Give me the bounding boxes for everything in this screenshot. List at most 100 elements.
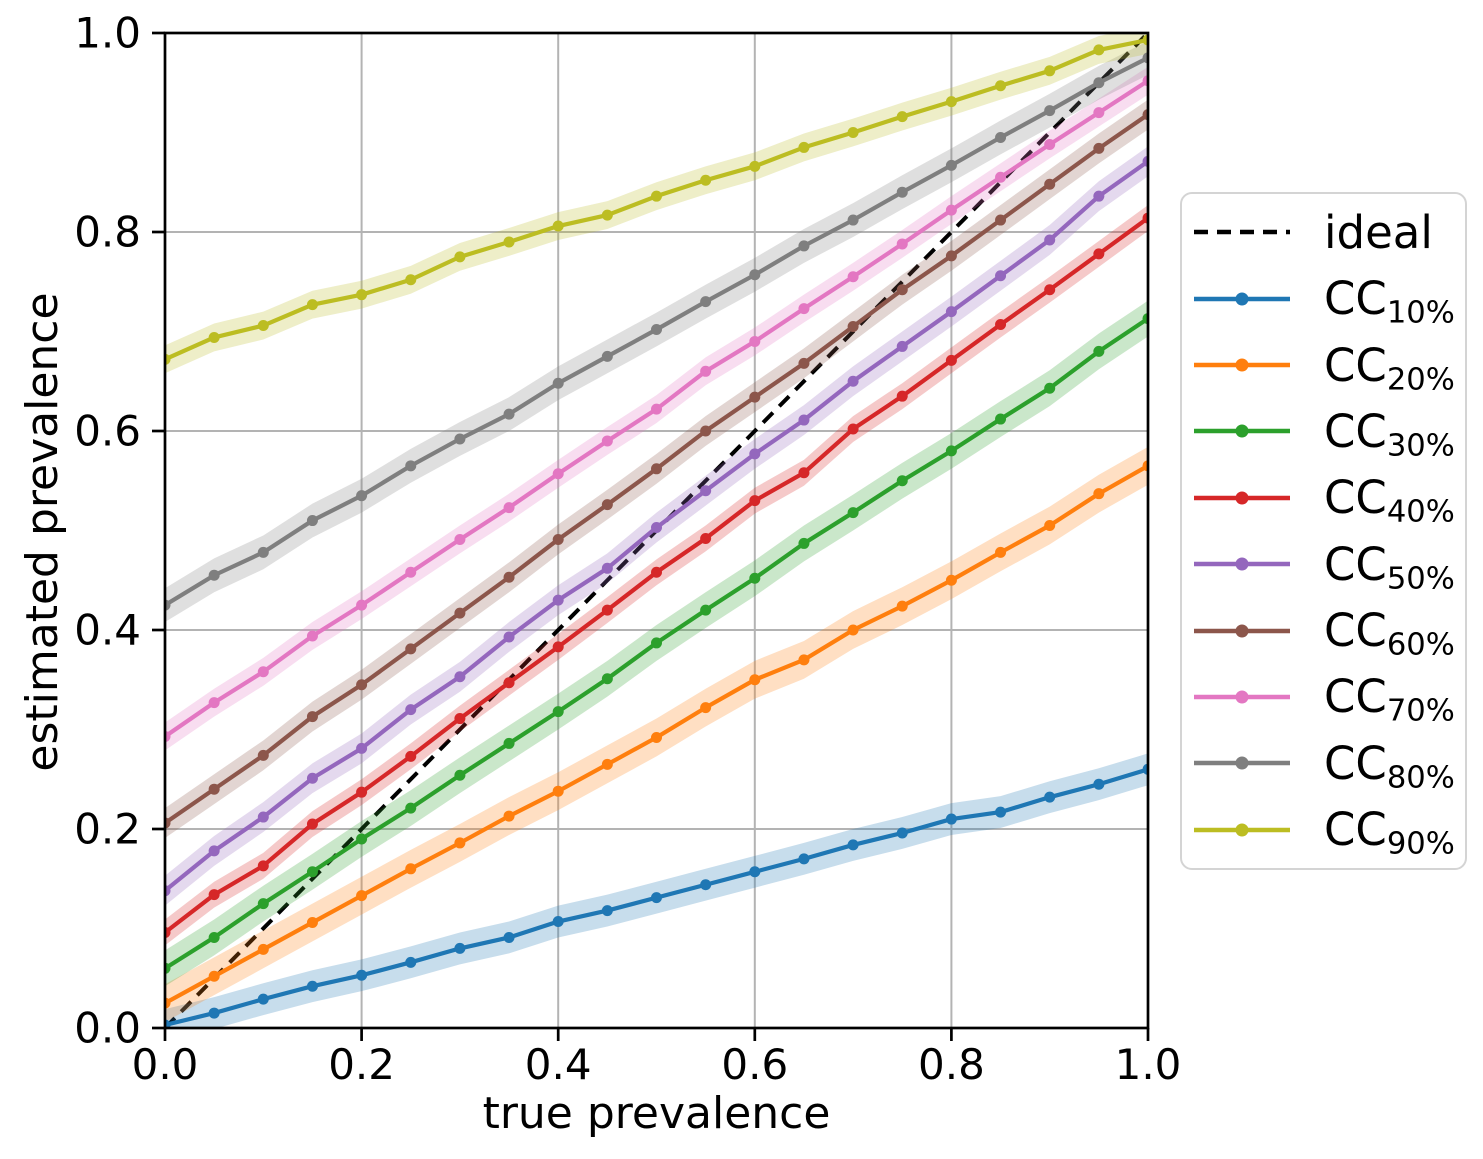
legend-handle-cc40 (1194, 491, 1290, 505)
marker-cc80 (896, 186, 908, 198)
marker-cc30 (257, 898, 269, 910)
marker-cc50 (306, 772, 318, 784)
marker-cc20 (945, 574, 957, 586)
marker-cc50 (552, 594, 564, 606)
marker-cc80 (749, 269, 761, 281)
marker-cc20 (257, 943, 269, 955)
marker-cc30 (552, 706, 564, 718)
marker-cc90 (503, 236, 515, 248)
marker-cc90 (356, 289, 368, 301)
marker-cc80 (945, 159, 957, 171)
marker-cc30 (847, 507, 859, 519)
marker-cc70 (700, 365, 712, 377)
marker-cc40 (454, 713, 466, 725)
series-cc90 (165, 34, 1148, 365)
marker-cc80 (208, 569, 220, 581)
marker-cc50 (165, 885, 171, 897)
marker-cc30 (1142, 313, 1148, 325)
marker-cc10 (1093, 778, 1105, 790)
marker-cc30 (454, 769, 466, 781)
marker-cc20 (1044, 520, 1056, 532)
marker-cc70 (454, 533, 466, 545)
marker-cc90 (651, 190, 662, 202)
legend-handle-cc30 (1194, 424, 1290, 438)
marker-cc90 (1093, 44, 1105, 56)
marker-cc60 (503, 571, 515, 583)
marker-cc30 (306, 866, 318, 878)
marker-cc70 (601, 435, 613, 447)
marker-cc90 (847, 127, 859, 138)
marker-cc50 (847, 375, 859, 387)
marker-cc30 (945, 445, 957, 457)
marker-cc90 (454, 251, 466, 263)
legend-label-cc10: CC10% (1324, 272, 1455, 331)
marker-cc50 (1044, 234, 1056, 246)
marker-cc60 (306, 711, 318, 723)
marker-cc80 (454, 433, 466, 445)
marker-cc80 (306, 515, 318, 527)
marker-cc60 (165, 817, 171, 829)
marker-cc90 (995, 80, 1007, 92)
axis-ticks (152, 31, 1150, 1041)
marker-cc20 (405, 863, 417, 875)
marker-cc70 (356, 599, 368, 611)
marker-cc50 (454, 671, 466, 683)
marker-cc10 (798, 853, 810, 865)
marker-cc90 (749, 160, 761, 172)
marker-cc80 (405, 460, 417, 472)
marker-cc70 (798, 303, 810, 315)
marker-cc40 (208, 889, 220, 901)
legend-label-cc20: CC20% (1324, 338, 1455, 398)
marker-cc40 (601, 604, 613, 616)
marker-cc40 (700, 532, 712, 544)
marker-cc50 (257, 811, 269, 823)
marker-cc60 (798, 357, 810, 369)
marker-cc40 (552, 641, 564, 653)
marker-cc40 (503, 677, 515, 689)
x-tick-label: 1.0 (1115, 1040, 1182, 1089)
marker-cc90 (552, 220, 564, 232)
marker-cc70 (257, 666, 269, 678)
marker-cc90 (257, 320, 269, 332)
marker-cc90 (306, 299, 318, 311)
marker-cc70 (945, 204, 957, 216)
marker-cc30 (798, 537, 810, 549)
marker-cc10 (601, 905, 613, 917)
marker-cc80 (798, 240, 810, 252)
x-axis-label: true prevalence (482, 1088, 831, 1139)
marker-cc20 (165, 997, 171, 1009)
marker-cc70 (165, 730, 171, 742)
marker-cc80 (700, 296, 712, 308)
legend-item-cc20: CC20% (1182, 333, 1465, 397)
marker-cc60 (208, 783, 220, 795)
y-tick-label: 0.2 (74, 805, 141, 854)
marker-cc90 (896, 111, 908, 123)
marker-cc40 (995, 319, 1007, 331)
marker-cc10 (896, 827, 908, 839)
marker-cc10 (306, 980, 318, 992)
legend-label-cc60: CC60% (1324, 604, 1455, 663)
marker-cc10 (700, 879, 712, 891)
legend-box: ideal CC10% CC20% CC30% CC40% CC50% CC60% CC70%… (1180, 192, 1467, 870)
legend-handle-ideal (1194, 230, 1290, 235)
marker-cc40 (798, 467, 810, 479)
marker-cc30 (651, 637, 662, 649)
legend-label-cc40: CC40% (1324, 471, 1455, 530)
marker-cc20 (651, 731, 662, 743)
legend-item-ideal: ideal (1182, 200, 1465, 264)
legend-marker-cc60 (1235, 624, 1249, 638)
marker-cc20 (306, 917, 318, 929)
marker-cc40 (405, 750, 417, 762)
y-axis-label: estimated prevalence (17, 292, 68, 772)
marker-cc20 (1093, 488, 1105, 500)
marker-cc90 (165, 353, 171, 365)
y-tick-label: 1.0 (74, 9, 141, 58)
series-cc70 (165, 75, 1148, 742)
legend-marker-cc70 (1235, 690, 1249, 704)
marker-cc90 (945, 96, 957, 108)
legend-handle-cc90 (1194, 823, 1290, 837)
marker-cc10 (208, 1007, 220, 1019)
marker-cc50 (651, 522, 662, 534)
marker-cc50 (1093, 190, 1105, 202)
